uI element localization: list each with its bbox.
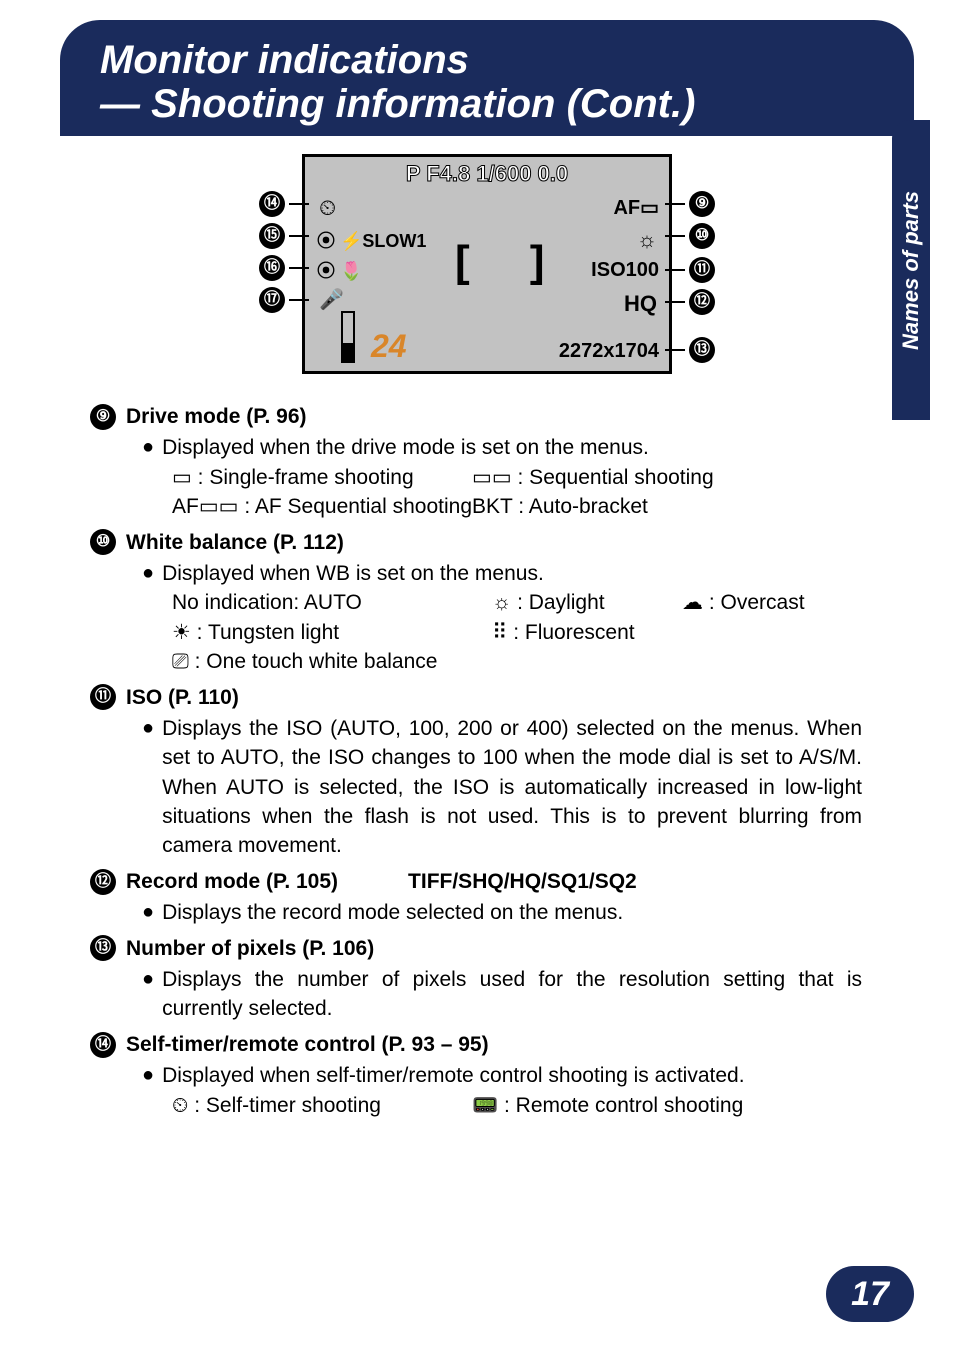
header-title-line-2: — Shooting information (Cont.): [100, 82, 884, 126]
item-9-bullet: Displayed when the drive mode is set on …: [162, 433, 649, 462]
item-10-overcast: ☁ : Overcast: [682, 588, 805, 617]
diagram-wrapper: P F4.8 1/600 0.0 AF▭ ☼ ISO100 HQ 2272x17…: [60, 154, 914, 374]
item-9-single: ▭ : Single-frame shooting: [172, 463, 472, 492]
item-13-number: ⑬: [90, 935, 116, 961]
page: Monitor indications — Shooting informati…: [0, 0, 954, 1346]
callout-number-17: ⑰: [259, 287, 285, 313]
item-13: ⑬ Number of pixels (P. 106) ●Displays th…: [90, 934, 862, 1024]
side-tab: Names of parts: [892, 120, 930, 420]
callout-11: ⑪: [689, 257, 715, 283]
items-list: ⑨ Drive mode (P. 96) ●Displayed when the…: [60, 402, 914, 1120]
item-9: ⑨ Drive mode (P. 96) ●Displayed when the…: [90, 402, 862, 522]
side-tab-label: Names of parts: [898, 191, 924, 350]
callout-10: ⑩: [689, 223, 715, 249]
callout-14: ⑭: [259, 191, 285, 217]
callout-number-9: ⑨: [689, 191, 715, 217]
callout-number-11: ⑪: [689, 257, 715, 283]
monitor-recordmode-indicator: HQ: [624, 291, 657, 317]
callout-number-15: ⑮: [259, 223, 285, 249]
callout-number-12: ⑫: [689, 289, 715, 315]
callout-16: ⑯: [259, 255, 285, 281]
item-10-onetouch: ⎚ : One touch white balance: [172, 650, 437, 673]
monitor-top-line: P F4.8 1/600 0.0: [305, 161, 669, 187]
item-10-daylight: ☼ : Daylight: [492, 588, 682, 617]
item-10-auto: No indication: AUTO: [172, 588, 492, 617]
monitor-focus-brackets: [ ]: [455, 237, 569, 287]
monitor-pixels-indicator: 2272x1704: [559, 340, 659, 363]
item-9-title: Drive mode (P. 96): [126, 402, 307, 431]
item-10-tungsten: ☀ : Tungsten light: [172, 618, 492, 647]
item-11-bullet: Displays the ISO (AUTO, 100, 200 or 400)…: [162, 714, 862, 861]
monitor-rec-macro: ⦿ 🌷: [317, 257, 362, 283]
monitor-spot-flash: ⦿ ⚡SLOW1: [317, 227, 426, 253]
callout-9: ⑨: [689, 191, 715, 217]
callout-13: ⑬: [689, 337, 715, 363]
callout-number-14: ⑭: [259, 191, 285, 217]
monitor-af-indicator: AF▭: [613, 195, 659, 220]
item-9-sequential: ▭▭ : Sequential shooting: [472, 463, 714, 492]
item-11: ⑪ ISO (P. 110) ●Displays the ISO (AUTO, …: [90, 683, 862, 861]
item-10-title: White balance (P. 112): [126, 528, 344, 557]
item-11-number: ⑪: [90, 684, 116, 710]
monitor-wb-indicator: ☼: [637, 227, 657, 253]
item-13-title: Number of pixels (P. 106): [126, 934, 374, 963]
item-12-number: ⑫: [90, 869, 116, 895]
callout-17: ⑰: [259, 287, 285, 313]
item-12-bullet: Displays the record mode selected on the…: [162, 898, 623, 927]
item-14: ⑭ Self-timer/remote control (P. 93 – 95)…: [90, 1030, 862, 1120]
callout-12: ⑫: [689, 289, 715, 315]
monitor-selftimer-indicator: ⏲: [319, 195, 336, 221]
item-13-bullet: Displays the number of pixels used for t…: [162, 965, 862, 1024]
page-number: 17: [826, 1266, 914, 1322]
item-11-title: ISO (P. 110): [126, 683, 239, 712]
item-10-fluorescent: ⠿ : Fluorescent: [492, 618, 635, 647]
item-14-number: ⑭: [90, 1032, 116, 1058]
callout-15: ⑮: [259, 223, 285, 249]
item-9-number: ⑨: [90, 404, 116, 430]
item-10-number: ⑩: [90, 529, 116, 555]
callout-number-16: ⑯: [259, 255, 285, 281]
monitor-diagram: P F4.8 1/600 0.0 AF▭ ☼ ISO100 HQ 2272x17…: [302, 154, 672, 374]
item-14-selftimer: ⏲ : Self-timer shooting: [172, 1091, 472, 1120]
item-10: ⑩ White balance (P. 112) ●Displayed when…: [90, 528, 862, 677]
callout-number-10: ⑩: [689, 223, 715, 249]
monitor-iso-indicator: ISO100: [591, 259, 659, 282]
monitor-battery-fill: [343, 343, 353, 361]
callout-number-13: ⑬: [689, 337, 715, 363]
item-10-bullet: Displayed when WB is set on the menus.: [162, 559, 544, 588]
item-12: ⑫ Record mode (P. 105) TIFF/SHQ/HQ/SQ1/S…: [90, 867, 862, 928]
item-9-bracket: BKT : Auto-bracket: [472, 492, 648, 521]
item-14-bullet: Displayed when self-timer/remote control…: [162, 1061, 744, 1090]
item-14-title: Self-timer/remote control (P. 93 – 95): [126, 1030, 489, 1059]
header-bar: Monitor indications — Shooting informati…: [60, 20, 914, 136]
monitor-mic-icon: 🎤: [319, 287, 344, 312]
item-9-af-sequential: AF▭▭ : AF Sequential shooting: [172, 492, 472, 521]
monitor-counter: 24: [371, 328, 407, 365]
item-12-extra: TIFF/SHQ/HQ/SQ1/SQ2: [408, 867, 637, 896]
item-14-remote: 📟 : Remote control shooting: [472, 1091, 743, 1120]
item-12-title: Record mode (P. 105): [126, 867, 338, 896]
monitor-battery-bar: [341, 311, 355, 363]
header-title-line-1: Monitor indications: [100, 38, 884, 82]
